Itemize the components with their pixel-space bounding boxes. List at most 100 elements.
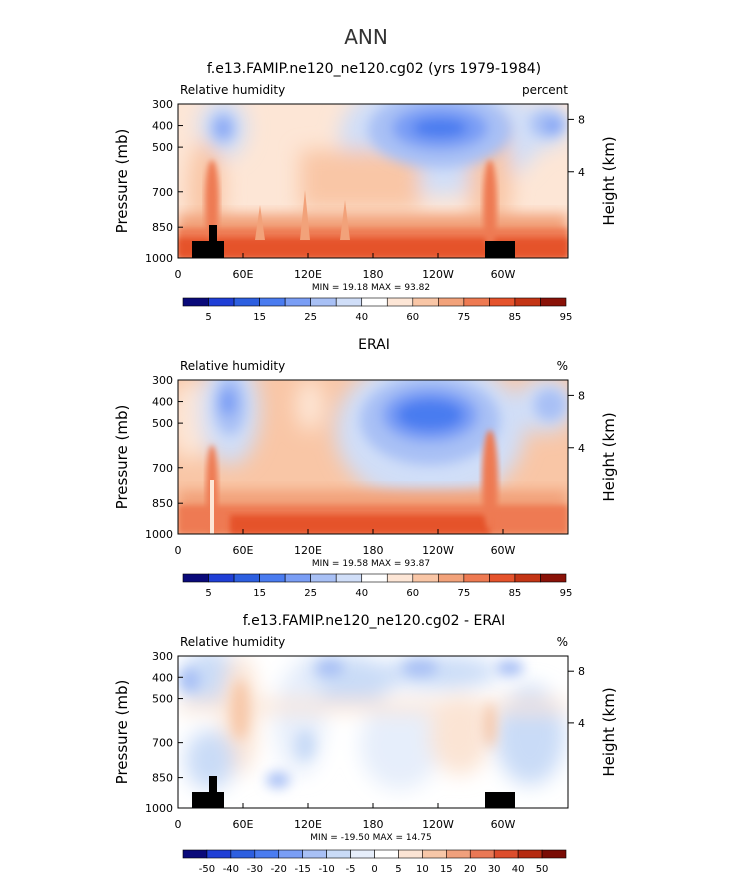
right-label: %	[557, 359, 568, 373]
colorbar-label: 40	[355, 588, 368, 599]
colorbar-label: 0	[371, 864, 377, 873]
y-tick-label: 850	[152, 772, 173, 785]
min-max-stats: MIN = 19.58 MAX = 93.87	[312, 559, 430, 569]
y2-axis-label: Height (km)	[600, 687, 618, 776]
y-axis-label: Pressure (mb)	[113, 405, 131, 510]
terrain-mask	[485, 241, 515, 258]
colorbar-swatch	[182, 297, 209, 307]
colorbar-label: 85	[509, 312, 522, 323]
min-max-stats: MIN = 19.18 MAX = 93.82	[312, 283, 430, 293]
terrain-mask	[209, 225, 217, 241]
colorbar-swatch	[182, 849, 208, 859]
y2-tick-label: 8	[578, 389, 585, 402]
colorbar-label: 95	[560, 588, 573, 599]
y-tick-label: 700	[152, 462, 173, 475]
colorbar-swatch	[326, 849, 351, 859]
panel-title: f.e13.FAMIP.ne120_ne120.cg02 (yrs 1979-1…	[207, 61, 541, 77]
colorbar-label: 75	[457, 588, 470, 599]
colorbar-swatch	[254, 849, 280, 859]
x-tick-label: 180	[363, 268, 384, 281]
left-label: Relative humidity	[180, 635, 285, 649]
panel-title: ERAI	[358, 337, 390, 353]
y-axis-label: Pressure (mb)	[113, 129, 131, 234]
x-tick-label: 120E	[294, 544, 322, 557]
colorbar-swatch	[540, 573, 567, 583]
colorbar-label: 20	[464, 864, 477, 873]
colorbar: 5 15 25 40 60 75 85 95	[182, 297, 573, 323]
x-tick-label: 60E	[233, 544, 254, 557]
colorbar-swatch	[386, 297, 414, 307]
colorbar-swatch	[386, 573, 414, 583]
y-tick-label: 700	[152, 186, 173, 199]
colorbar-swatch	[278, 849, 303, 859]
colorbar-swatch	[310, 297, 337, 307]
colorbar-swatch	[412, 573, 439, 583]
y-tick-label: 400	[152, 396, 173, 409]
colorbar-label: 5	[395, 864, 401, 873]
y2-tick-label: 4	[578, 442, 585, 455]
x-tick-label: 60E	[233, 268, 254, 281]
colorbar-label: -50	[199, 864, 215, 873]
left-label: Relative humidity	[180, 83, 285, 97]
x-tick-label: 120E	[294, 268, 322, 281]
x-tick-label: 120E	[294, 818, 322, 831]
colorbar-swatch	[233, 297, 260, 307]
y2-tick-label: 4	[578, 717, 585, 730]
panel-title: f.e13.FAMIP.ne120_ne120.cg02 - ERAI	[243, 613, 505, 629]
colorbar-swatch	[412, 297, 439, 307]
colorbar-label: 25	[304, 588, 317, 599]
y2-axis-label: Height (km)	[600, 412, 618, 501]
colorbar-label: -20	[271, 864, 287, 873]
colorbar-label: 10	[416, 864, 429, 873]
panel-difference: f.e13.FAMIP.ne120_ne120.cg02 - ERAI Rela…	[113, 613, 618, 873]
x-tick-label: 120W	[422, 818, 454, 831]
terrain-mask	[192, 241, 224, 258]
colorbar-label: 95	[560, 312, 573, 323]
colorbar-label: -15	[295, 864, 311, 873]
colorbar-swatch	[422, 849, 447, 859]
colorbar-swatch	[335, 297, 363, 307]
y-tick-label: 1000	[145, 252, 173, 265]
y-tick-label: 400	[152, 671, 173, 684]
colorbar-swatch	[361, 573, 388, 583]
right-label: percent	[522, 83, 568, 97]
colorbar-label: 15	[253, 588, 266, 599]
colorbar-label: 5	[205, 588, 211, 599]
right-label: %	[557, 635, 568, 649]
contour-field	[178, 104, 568, 258]
colorbar-swatch	[284, 297, 311, 307]
y-tick-label: 500	[152, 693, 173, 706]
colorbar-swatch	[489, 573, 516, 583]
colorbar-swatch	[469, 849, 495, 859]
colorbar-swatch	[514, 297, 541, 307]
colorbar-label: 15	[253, 312, 266, 323]
colorbar-swatch	[463, 573, 490, 583]
y-tick-label: 300	[152, 374, 173, 387]
colorbar-swatch	[446, 849, 471, 859]
x-tick-label: 180	[363, 818, 384, 831]
colorbar-swatch	[335, 573, 363, 583]
x-tick-label: 0	[175, 268, 182, 281]
terrain-mask	[192, 792, 224, 808]
contour-field	[178, 380, 568, 534]
y-tick-label: 850	[152, 221, 173, 234]
colorbar-swatch	[230, 849, 256, 859]
colorbar-label: -40	[223, 864, 239, 873]
x-tick-label: 60E	[233, 818, 254, 831]
colorbar-swatch	[259, 573, 286, 583]
x-tick-label: 120W	[422, 268, 454, 281]
colorbar-swatch	[514, 573, 541, 583]
y-tick-label: 400	[152, 120, 173, 133]
y-tick-label: 300	[152, 650, 173, 663]
figure-title: ANN	[344, 25, 388, 49]
x-tick-label: 60W	[491, 268, 516, 281]
y-tick-label: 500	[152, 417, 173, 430]
colorbar-swatch	[302, 849, 327, 859]
colorbar-swatch	[374, 849, 399, 859]
colorbar-swatch	[310, 573, 337, 583]
y2-axis-label: Height (km)	[600, 136, 618, 225]
colorbar-label: 40	[355, 312, 368, 323]
colorbar-swatch	[438, 297, 465, 307]
colorbar-swatch	[489, 297, 516, 307]
